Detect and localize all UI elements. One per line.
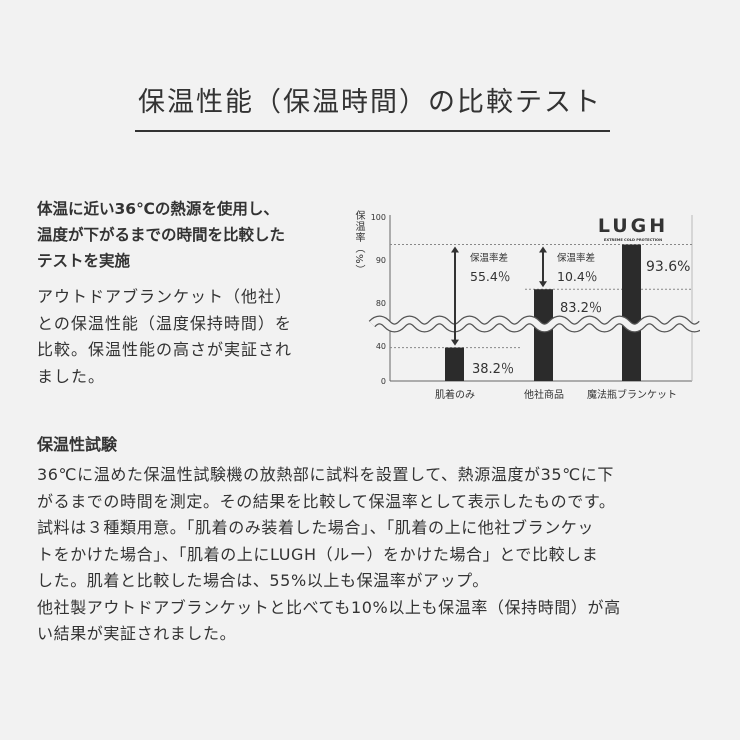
retention-chart: 100 90 80 40 0 肌着のみ 他社商品 魔法瓶ブランケット 38.2％ 83.2％ 93.…	[368, 213, 700, 401]
y-axis-label: 保温率（%）	[353, 210, 364, 276]
axis-break	[369, 316, 700, 332]
y-tick-label: 0	[381, 377, 386, 386]
annotation-value: 10.4％	[557, 269, 597, 284]
y-tick-label: 100	[371, 213, 386, 222]
bar	[534, 289, 553, 381]
paragraph-line: 他社製アウトドアブランケットと比べても10%以上も保温率（保持時間）が高	[37, 597, 621, 617]
section-title: 保温性試験	[37, 435, 118, 454]
value-label: 83.2％	[560, 301, 602, 316]
lead-line: 温度が下がるまでの時間を比較した	[37, 226, 286, 244]
paragraph-line: 36℃に温めた保温性試験機の放熱部に試料を設置して、熱源温度が35℃に下	[37, 465, 614, 484]
bar	[445, 347, 464, 381]
arrow-head-down	[451, 339, 459, 346]
value-label: 38.2％	[472, 362, 514, 377]
annotation-value: 55.4％	[470, 269, 510, 284]
paragraph-line: 試料は３種類用意。「肌着のみ装着した場合」、「肌着の上に他社ブランケッ	[37, 518, 595, 537]
arrow-head-down	[539, 281, 547, 288]
lugh-logo-tagline: EXTREME COLD PROTECTION	[604, 238, 662, 242]
paragraph-line: い結果が実証されました。	[37, 624, 237, 643]
arrow-head-up	[539, 246, 547, 253]
lead-line: テストを実施	[37, 252, 131, 270]
lead-body-line: アウトドアブランケット（他社）	[37, 287, 293, 306]
paragraph-line: トをかけた場合」、「肌着の上にLUGH（ルー）をかけた場合」とで比較しま	[37, 544, 599, 564]
lead-body-line: 比較。保温性能の高さが実証され	[37, 340, 293, 359]
paragraph-line: がるまでの時間を測定。その結果を比較して保温率として表示したものです。	[37, 491, 616, 511]
x-tick-label: 魔法瓶ブランケット	[587, 388, 677, 401]
lead-body-line: との保温性能（温度保持時間）を	[37, 313, 292, 333]
x-tick-label: 肌着のみ	[435, 388, 475, 401]
lead-body: アウトドアブランケット（他社） との保温性能（温度保持時間）を 比較。保温性能の…	[37, 284, 337, 390]
lead-text: 体温に近い36℃の熱源を使用し、 温度が下がるまでの時間を比較した テストを実施	[37, 196, 347, 274]
lead-line: 体温に近い36℃の熱源を使用し、	[37, 200, 279, 218]
lugh-logo: LUGH	[598, 215, 668, 237]
page-title: 保温性能（保温時間）の比較テスト	[138, 87, 602, 118]
y-tick-label: 80	[376, 299, 386, 308]
x-tick-label: 他社商品	[524, 388, 564, 401]
bar	[622, 244, 641, 381]
annotation-label: 保温率差	[557, 252, 595, 264]
annotation-label: 保温率差	[470, 252, 508, 264]
title-divider	[135, 130, 610, 132]
description-paragraph: 36℃に温めた保温性試験機の放熱部に試料を設置して、熱源温度が35℃に下 がるま…	[37, 462, 712, 648]
lead-body-line: ました。	[37, 366, 106, 386]
y-tick-label: 90	[376, 256, 386, 265]
paragraph-line: した。肌着と比較した場合は、55%以上も保温率がアップ。	[37, 571, 489, 590]
y-tick-label: 40	[376, 342, 386, 351]
value-label: 93.6%	[646, 259, 690, 275]
arrow-head-up	[451, 246, 459, 253]
